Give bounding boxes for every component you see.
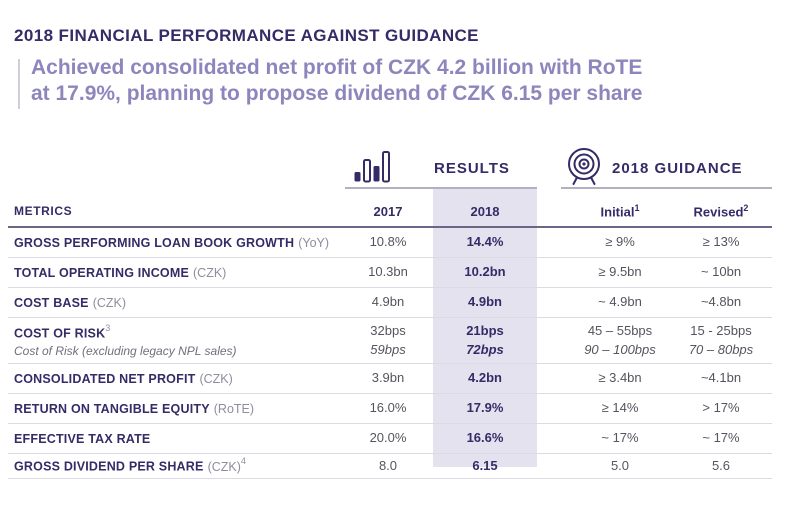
- value-2017-cell: 4.9bn: [371, 294, 405, 310]
- footnote-marker-2: 2: [743, 202, 749, 213]
- subtitle-accent-bar: [18, 59, 20, 109]
- table-header-row: METRICS 2017 2018 Initial1 Revised2: [8, 196, 772, 228]
- value-2018-cell: 17.9%: [466, 400, 504, 416]
- value-2018-cell: 14.4%: [466, 234, 504, 250]
- value-2018-cell: 10.2bn: [464, 264, 506, 280]
- table-row: COST OF RISK3 Cost of Risk (excluding le…: [8, 318, 772, 364]
- metric-label: GROSS PERFORMING LOAN BOOK GROWTH (YoY): [14, 235, 330, 250]
- table-row: GROSS PERFORMING LOAN BOOK GROWTH (YoY) 1…: [8, 228, 772, 258]
- results-section-label: RESULTS: [434, 160, 510, 177]
- guidance-initial-cell: ~ 17%: [601, 430, 639, 446]
- table-row: CONSOLIDATED NET PROFIT (CZK) 3.9bn 4.2bn…: [8, 364, 772, 394]
- value-2018-cell: 16.6%: [466, 430, 504, 446]
- metric-cell: EFFECTIVE TAX RATE: [8, 430, 348, 448]
- metric-label: CONSOLIDATED NET PROFIT (CZK): [14, 371, 233, 386]
- metrics-table: METRICS 2017 2018 Initial1 Revised2 GROS…: [8, 196, 772, 479]
- column-header-revised: Revised2: [693, 202, 749, 220]
- guidance-initial-cell: ≥ 9%: [605, 234, 635, 250]
- guidance-revised-cell: 5.6: [711, 457, 731, 473]
- value-2018-cell: 21bps 72bps: [466, 323, 504, 357]
- table-row: TOTAL OPERATING INCOME (CZK) 10.3bn 10.2b…: [8, 258, 772, 288]
- value-2018-cell: 6.15: [472, 457, 498, 473]
- subtitle-line-1: Achieved consolidated net profit of CZK …: [31, 56, 643, 79]
- results-2018-column-highlight: [433, 189, 537, 467]
- metric-cell: CONSOLIDATED NET PROFIT (CZK): [8, 370, 348, 388]
- column-header-2018: 2018: [470, 203, 500, 219]
- guidance-initial-cell: ≥ 3.4bn: [598, 370, 642, 386]
- guidance-section-label: 2018 GUIDANCE: [612, 160, 743, 177]
- table-body: GROSS PERFORMING LOAN BOOK GROWTH (YoY) 1…: [8, 228, 772, 479]
- table-row: RETURN ON TANGIBLE EQUITY (RoTE) 16.0% 17…: [8, 394, 772, 424]
- column-header-metrics: METRICS: [14, 204, 73, 218]
- guidance-initial-cell: ≥ 14%: [601, 400, 639, 416]
- guidance-revised-cell: ~4.1bn: [700, 370, 742, 386]
- subtitle-line-2: at 17.9%, planning to propose dividend o…: [31, 82, 643, 105]
- column-header-initial: Initial1: [600, 202, 640, 220]
- value-2018-cell: 4.9bn: [468, 294, 502, 310]
- metric-label: TOTAL OPERATING INCOME (CZK): [14, 265, 227, 280]
- metric-cell: RETURN ON TANGIBLE EQUITY (RoTE): [8, 400, 348, 418]
- results-underline: [345, 187, 537, 189]
- metric-cell: COST OF RISK3 Cost of Risk (excluding le…: [8, 323, 348, 357]
- value-2018-cell: 4.2bn: [468, 370, 502, 386]
- metric-cell: COST BASE (CZK): [8, 294, 348, 312]
- value-2017-cell: 8.0: [378, 457, 398, 473]
- metric-label: EFFECTIVE TAX RATE: [14, 431, 151, 446]
- target-bullseye-icon: [564, 146, 604, 193]
- metric-cell: TOTAL OPERATING INCOME (CZK): [8, 264, 348, 282]
- value-2017-cell: 3.9bn: [371, 370, 405, 386]
- bar-chart-icon: [353, 149, 391, 188]
- guidance-initial-cell: ≥ 9.5bn: [598, 264, 642, 280]
- column-header-2017: 2017: [373, 203, 403, 219]
- metric-label: GROSS DIVIDEND PER SHARE (CZK)4: [14, 456, 246, 474]
- value-2017-cell: 16.0%: [369, 400, 407, 416]
- table-row: GROSS DIVIDEND PER SHARE (CZK)4 8.0 6.15 …: [8, 454, 772, 479]
- metric-label: COST BASE (CZK): [14, 295, 127, 310]
- table-row: COST BASE (CZK) 4.9bn 4.9bn ~ 4.9bn ~4.8b…: [8, 288, 772, 318]
- guidance-revised-cell: ≥ 13%: [702, 234, 740, 250]
- metric-cell: GROSS PERFORMING LOAN BOOK GROWTH (YoY): [8, 234, 348, 252]
- value-2017-cell: 20.0%: [369, 430, 407, 446]
- value-2017-cell: 32bps 59bps: [370, 323, 406, 357]
- guidance-revised-cell: ~4.8bn: [700, 294, 742, 310]
- value-2017-cell: 10.3bn: [368, 264, 408, 280]
- guidance-revised-cell: 15 - 25bps 70 – 80bps: [688, 323, 754, 357]
- metric-label: COST OF RISK3: [14, 323, 111, 341]
- guidance-initial-cell: ~ 4.9bn: [598, 294, 642, 310]
- metric-label: RETURN ON TANGIBLE EQUITY (RoTE): [14, 401, 255, 416]
- guidance-underline: [561, 187, 772, 189]
- footnote-marker-1: 1: [634, 202, 640, 213]
- guidance-revised-cell: > 17%: [702, 400, 740, 416]
- metric-cell: GROSS DIVIDEND PER SHARE (CZK)4: [8, 456, 348, 475]
- metric-sublabel: Cost of Risk (excluding legacy NPL sales…: [14, 343, 237, 358]
- guidance-revised-cell: ~ 17%: [702, 430, 740, 446]
- table-row: EFFECTIVE TAX RATE 20.0% 16.6% ~ 17% ~ 1…: [8, 424, 772, 454]
- guidance-revised-cell: ~ 10bn: [700, 264, 742, 280]
- page-title: 2018 FINANCIAL PERFORMANCE AGAINST GUIDA…: [14, 26, 479, 45]
- guidance-initial-cell: 45 – 55bps 90 – 100bps: [584, 323, 656, 357]
- page-subtitle: Achieved consolidated net profit of CZK …: [31, 55, 642, 107]
- value-2017-cell: 10.8%: [369, 234, 407, 250]
- guidance-initial-cell: 5.0: [610, 457, 630, 473]
